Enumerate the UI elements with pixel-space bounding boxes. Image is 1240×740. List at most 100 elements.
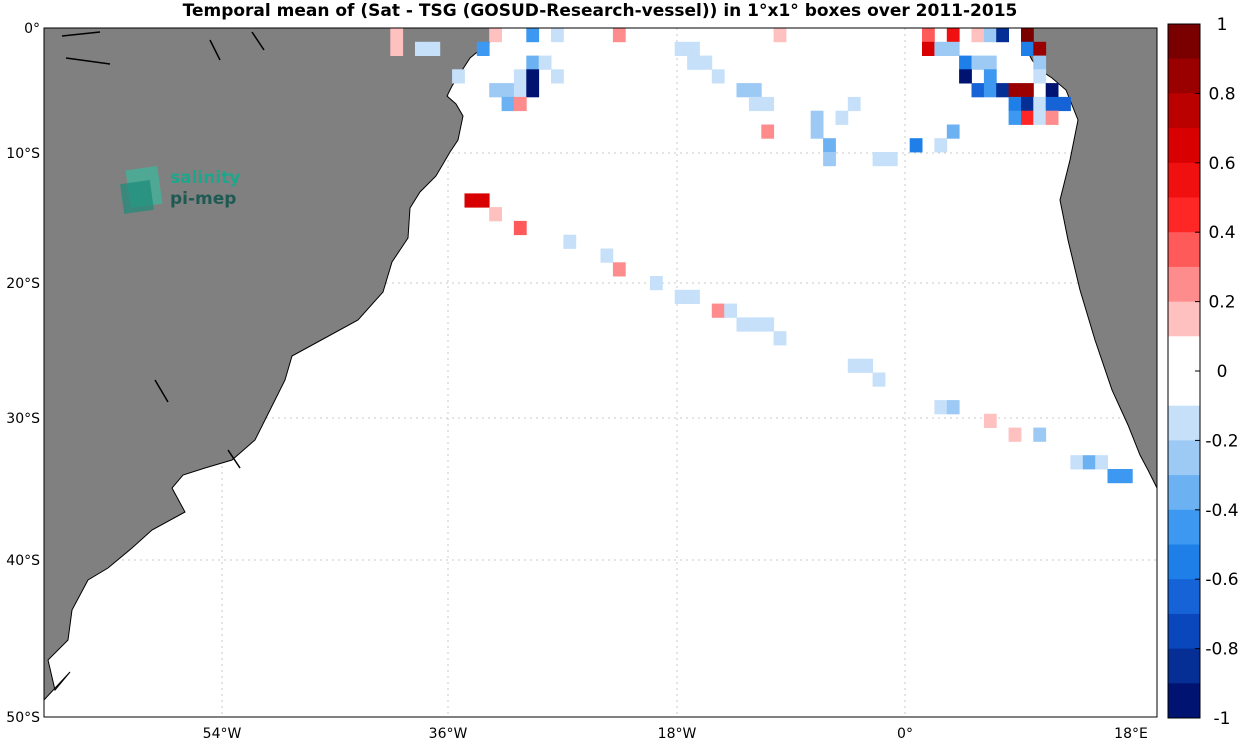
coast-detail <box>61 31 101 37</box>
salinity-cell <box>1033 41 1047 56</box>
salinity-cell <box>946 28 960 43</box>
salinity-cell <box>476 193 490 208</box>
colorbar-swatch <box>1168 232 1200 268</box>
salinity-cell <box>1021 28 1034 43</box>
salinity-cell <box>847 96 861 112</box>
salinity-cell <box>1021 41 1034 56</box>
salinity-cell <box>922 28 935 43</box>
salinity-cell <box>1082 455 1096 470</box>
colorbar-swatch <box>1168 475 1200 511</box>
salinity-cell <box>724 303 737 318</box>
salinity-cell <box>884 152 898 167</box>
logo-line2: pi-mep <box>170 189 236 209</box>
salinity-cell <box>1033 96 1047 112</box>
logo-line1: salinity <box>170 168 240 188</box>
salinity-cell <box>699 55 713 70</box>
salinity-cell <box>959 69 972 84</box>
colorbar-swatch <box>1168 371 1200 407</box>
salinity-cell <box>761 124 775 139</box>
x-tick-54w: 54°W <box>203 726 242 740</box>
salinity-cell <box>1033 55 1047 70</box>
salinity-cell <box>736 83 750 98</box>
salinity-cell <box>551 28 564 43</box>
salinity-cell <box>1095 455 1108 470</box>
colorbar: 1 0.8 0.6 0.4 0.2 0 -0.2 -0.4 -0.6 -0.8 -1 <box>1167 15 1239 729</box>
salinity-cell <box>934 41 948 56</box>
salinity-cell <box>390 28 404 43</box>
colorbar-tick-label: -0.4 <box>1205 501 1238 521</box>
colorbar-swatch <box>1168 613 1200 650</box>
coast-detail <box>251 31 265 51</box>
salinity-cell <box>687 289 700 304</box>
coast-detail <box>65 57 111 65</box>
salinity-cell <box>971 55 985 70</box>
salinity-cell <box>946 124 960 139</box>
salinity-cell <box>390 41 404 56</box>
salinity-cell <box>1021 83 1034 98</box>
salinity-cell <box>761 317 775 332</box>
salinity-cell <box>1008 83 1022 98</box>
salinity-cell <box>526 83 540 98</box>
salinity-cell <box>711 303 725 318</box>
salinity-cell <box>711 69 725 84</box>
salinity-cell <box>983 83 997 98</box>
salinity-cell <box>600 248 614 263</box>
salinity-cell <box>983 28 997 43</box>
colorbar-tick-label: -0.8 <box>1205 640 1238 660</box>
salinity-cell <box>748 83 762 98</box>
salinity-cell <box>612 262 626 277</box>
salinity-cell <box>538 55 552 70</box>
salinity-cell <box>513 69 527 84</box>
y-tick-0: 0° <box>24 21 40 37</box>
salinity-cell <box>415 41 428 56</box>
colorbar-tick-label: -1 <box>1214 709 1231 729</box>
salinity-cell <box>773 28 787 43</box>
x-tick-18e: 18°E <box>1114 726 1148 740</box>
salinity-cell <box>687 55 700 70</box>
salinity-cell <box>526 28 540 43</box>
colorbar-tick-label: -0.6 <box>1205 570 1238 590</box>
salinity-cell <box>847 358 861 373</box>
salinity-cell <box>996 83 1009 98</box>
colorbar-swatch <box>1168 162 1200 198</box>
colorbar-swatch <box>1168 544 1200 580</box>
x-tick-18w: 18°W <box>658 726 697 740</box>
colorbar-swatch <box>1168 405 1200 441</box>
colorbar-swatch <box>1168 440 1200 476</box>
y-tick-30s: 30°S <box>6 411 40 427</box>
colorbar-swatch <box>1168 24 1200 60</box>
salinity-cell <box>971 28 985 43</box>
colorbar-tick-label: 0.8 <box>1208 84 1235 104</box>
coast-detail <box>154 379 169 403</box>
salinity-cell <box>427 41 441 56</box>
salinity-cell <box>513 96 527 112</box>
salinity-cell <box>983 69 997 84</box>
salinity-cell <box>909 138 923 153</box>
colorbar-swatch <box>1168 266 1200 303</box>
x-tick-36w: 36°W <box>429 726 468 740</box>
colorbar-swatch <box>1168 579 1200 615</box>
colorbar-swatch <box>1168 58 1200 94</box>
salinity-cell <box>860 358 873 373</box>
map-axes <box>43 27 1158 718</box>
salinity-cell <box>1045 83 1059 98</box>
salinity-cell <box>1119 469 1133 484</box>
salinity-cell <box>946 400 960 415</box>
y-tick-20s: 20°S <box>6 276 40 292</box>
salinity-cell <box>773 331 787 346</box>
colorbar-swatch <box>1168 648 1200 684</box>
salinity-cell <box>835 110 849 125</box>
salinity-cell <box>983 55 997 70</box>
salinity-cell <box>1008 96 1022 112</box>
salinity-cell <box>872 372 886 387</box>
y-tick-40s: 40°S <box>6 553 40 569</box>
logo-mark <box>120 180 154 214</box>
salinity-cell <box>959 55 972 70</box>
y-axis-ticks: 0° 10°S 20°S 30°S 40°S 50°S <box>6 21 40 726</box>
salinity-cell <box>526 69 540 84</box>
colorbar-tick-label: 0.6 <box>1208 154 1235 174</box>
salinity-cell <box>922 41 935 56</box>
salinity-cell <box>501 96 515 112</box>
colorbar-ticks: 1 0.8 0.6 0.4 0.2 0 -0.2 -0.4 -0.6 -0.8 -1 <box>1195 15 1239 729</box>
